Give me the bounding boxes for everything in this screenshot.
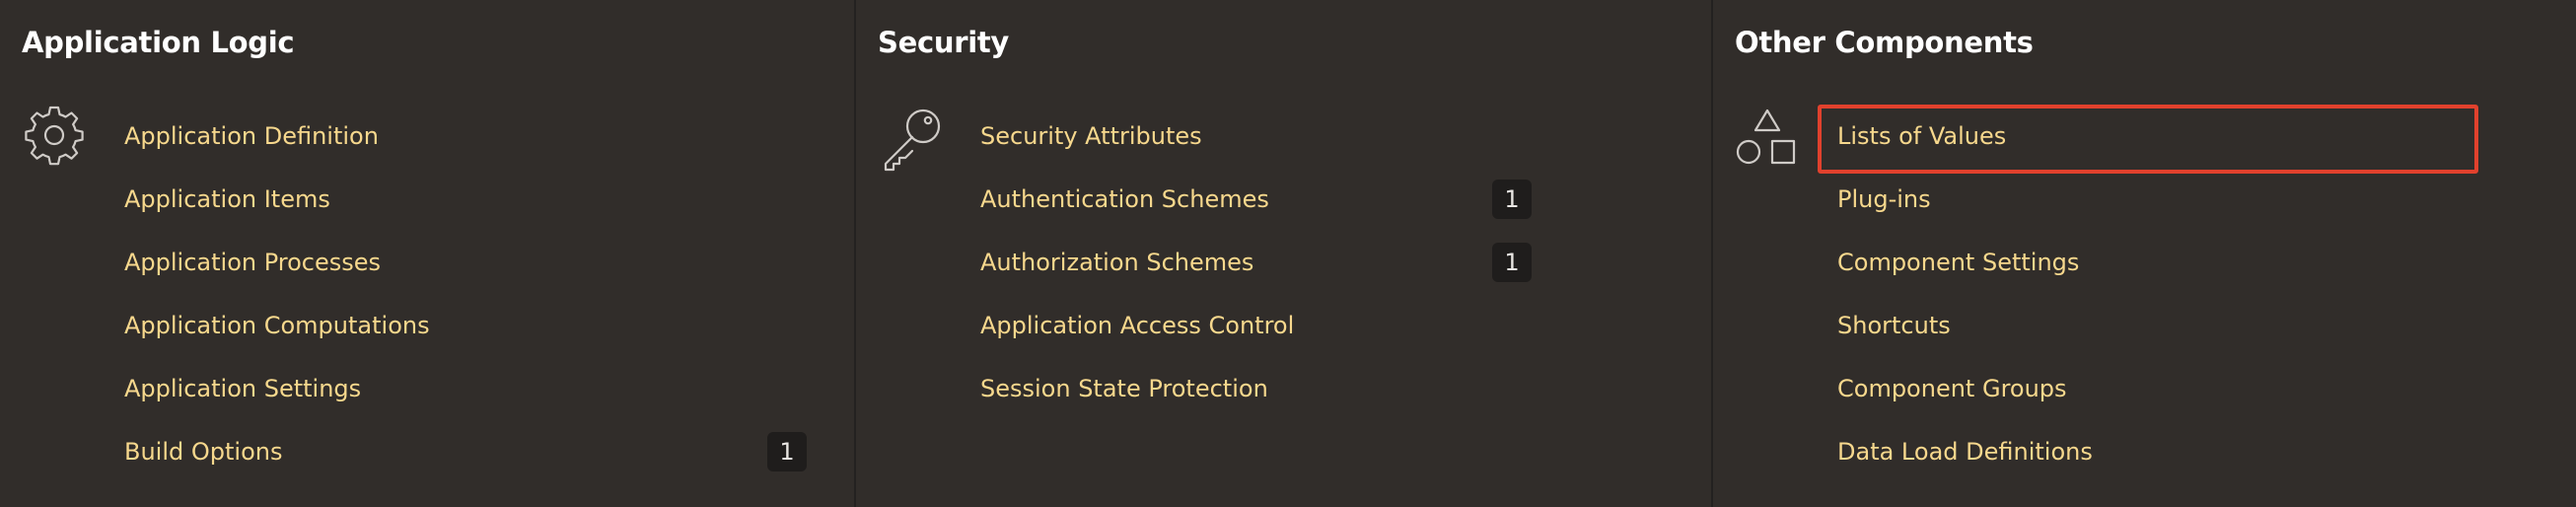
link-session-state-protection[interactable]: Session State Protection xyxy=(959,357,1711,420)
link-application-processes[interactable]: Application Processes xyxy=(103,231,854,294)
link-plug-ins[interactable]: Plug-ins xyxy=(1816,168,2576,231)
link-application-computations[interactable]: Application Computations xyxy=(103,294,854,357)
link-component-groups[interactable]: Component Groups xyxy=(1816,357,2576,420)
link-authentication-schemes[interactable]: Authentication Schemes 1 xyxy=(959,168,1711,231)
other-components-panel: Other Components Lists of Values Plug-in… xyxy=(1713,0,2576,507)
link-build-options[interactable]: Build Options 1 xyxy=(103,420,854,483)
link-application-definition[interactable]: Application Definition xyxy=(103,105,854,168)
link-component-settings[interactable]: Component Settings xyxy=(1816,231,2576,294)
link-label[interactable]: Component Groups xyxy=(1837,375,2067,402)
link-label[interactable]: Application Computations xyxy=(124,312,430,339)
link-application-settings[interactable]: Application Settings xyxy=(103,357,854,420)
security-links: Security Attributes Authentication Schem… xyxy=(959,105,1711,420)
count-badge: 1 xyxy=(767,432,807,471)
link-label[interactable]: Authentication Schemes xyxy=(980,185,1269,213)
link-lists-of-values[interactable]: Lists of Values xyxy=(1816,105,2576,174)
link-application-access-control[interactable]: Application Access Control xyxy=(959,294,1711,357)
link-data-load-definitions[interactable]: Data Load Definitions xyxy=(1816,420,2576,483)
application-logic-links: Application Definition Application Items… xyxy=(103,105,854,483)
link-shortcuts[interactable]: Shortcuts xyxy=(1816,294,2576,357)
gear-icon xyxy=(22,103,87,168)
link-label[interactable]: Application Definition xyxy=(124,122,379,150)
other-components-links: Lists of Values Plug-ins Component Setti… xyxy=(1816,105,2576,483)
security-title: Security xyxy=(878,26,1009,59)
count-badge: 1 xyxy=(1492,243,1532,282)
link-label[interactable]: Component Settings xyxy=(1837,249,2080,276)
link-security-attributes[interactable]: Security Attributes xyxy=(959,105,1711,168)
link-label[interactable]: Data Load Definitions xyxy=(1837,438,2093,466)
link-label[interactable]: Application Items xyxy=(124,185,330,213)
shapes-icon xyxy=(1735,109,1800,174)
count-badge: 1 xyxy=(1492,180,1532,219)
link-authorization-schemes[interactable]: Authorization Schemes 1 xyxy=(959,231,1711,294)
link-label[interactable]: Authorization Schemes xyxy=(980,249,1254,276)
link-label[interactable]: Shortcuts xyxy=(1837,312,1951,339)
link-label[interactable]: Build Options xyxy=(124,438,283,466)
link-label[interactable]: Security Attributes xyxy=(980,122,1202,150)
link-label[interactable]: Application Settings xyxy=(124,375,362,402)
other-components-title: Other Components xyxy=(1735,26,2034,59)
application-logic-title: Application Logic xyxy=(22,26,295,59)
link-label[interactable]: Session State Protection xyxy=(980,375,1268,402)
key-icon xyxy=(880,107,945,172)
link-label[interactable]: Lists of Values xyxy=(1837,122,2007,150)
link-label[interactable]: Plug-ins xyxy=(1837,185,1931,213)
security-panel: Security Security Attributes Authenticat… xyxy=(856,0,1713,507)
link-label[interactable]: Application Access Control xyxy=(980,312,1295,339)
application-logic-panel: Application Logic Application Definition… xyxy=(0,0,856,507)
link-label[interactable]: Application Processes xyxy=(124,249,382,276)
link-application-items[interactable]: Application Items xyxy=(103,168,854,231)
